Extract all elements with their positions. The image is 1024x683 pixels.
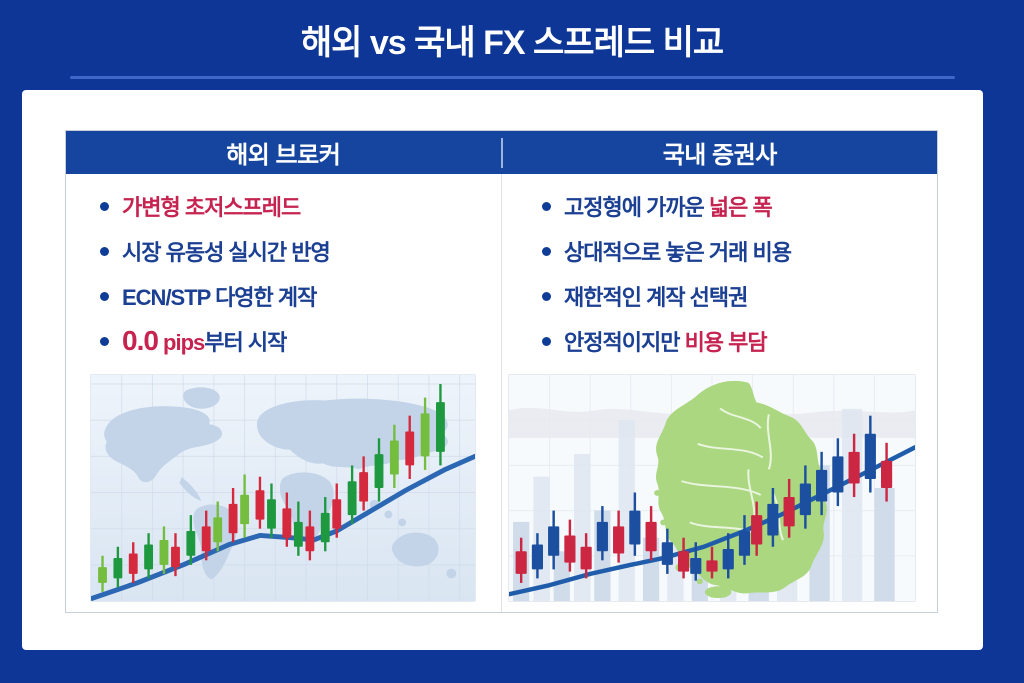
column-divider	[501, 174, 502, 612]
bullet-text: 재한적인 계작 선택권	[564, 285, 748, 310]
title-banner: 해외 vs 국내 FX 스프레드 비교	[0, 0, 1024, 90]
korea-map-background	[509, 375, 915, 601]
bullet-item: 시장 유동성 실시간 반영	[100, 239, 501, 265]
bullet-text: 안정적이지만 비용 부담	[564, 330, 768, 355]
bullet-dot	[542, 336, 551, 346]
bullet-dot	[100, 291, 109, 301]
bullet-dot	[100, 201, 109, 211]
column-header-domestic: 국내 증권사	[662, 142, 778, 169]
bullet-item: 상대적으로 놓은 거래 비용	[542, 239, 937, 265]
bullet-dot	[542, 201, 551, 211]
title-underline	[70, 76, 955, 79]
world-map-silhouette	[104, 387, 457, 580]
bullet-dot	[100, 246, 109, 256]
header-divider	[500, 137, 503, 168]
panel-header: 해외 브로커 국내 증권사	[66, 131, 937, 174]
bullet-item: ECN/STP 다영한 계작	[100, 284, 501, 310]
overseas-chart	[90, 374, 476, 602]
bullet-item: 가변형 초저스프레드	[100, 194, 501, 220]
korea-map-silhouette	[654, 380, 827, 599]
bullet-item: 안정적이지만 비용 부담	[542, 329, 937, 355]
bullet-text: ECN/STP 다영한 계작	[122, 285, 317, 310]
bullet-item: 고정형에 가까운 넓은 폭	[542, 194, 937, 220]
candlestick-layer	[91, 384, 475, 601]
bullet-dot	[542, 246, 551, 256]
page-title: 해외 vs 국내 FX 스프레드 비교	[300, 24, 724, 62]
column-header-overseas: 해외 브로커	[226, 142, 341, 169]
bullet-item: 재한적인 계작 선택권	[542, 284, 937, 310]
bullet-text: 고정형에 가까운 넓은 폭	[564, 195, 773, 220]
domestic-chart	[508, 374, 916, 602]
bullet-text: 시장 유동성 실시간 반영	[122, 240, 331, 265]
bullet-text: 0.0 pips부터 시작	[122, 325, 287, 356]
bullet-text: 가변형 초저스프레드	[122, 195, 301, 220]
candlestick-layer	[509, 415, 915, 597]
bullet-dot	[100, 336, 109, 346]
jeju-island	[704, 586, 732, 599]
bullet-dot	[542, 291, 551, 301]
bullet-item: 0.0 pips부터 시작	[100, 327, 501, 355]
bullet-text: 상대적으로 놓은 거래 비용	[564, 240, 792, 265]
